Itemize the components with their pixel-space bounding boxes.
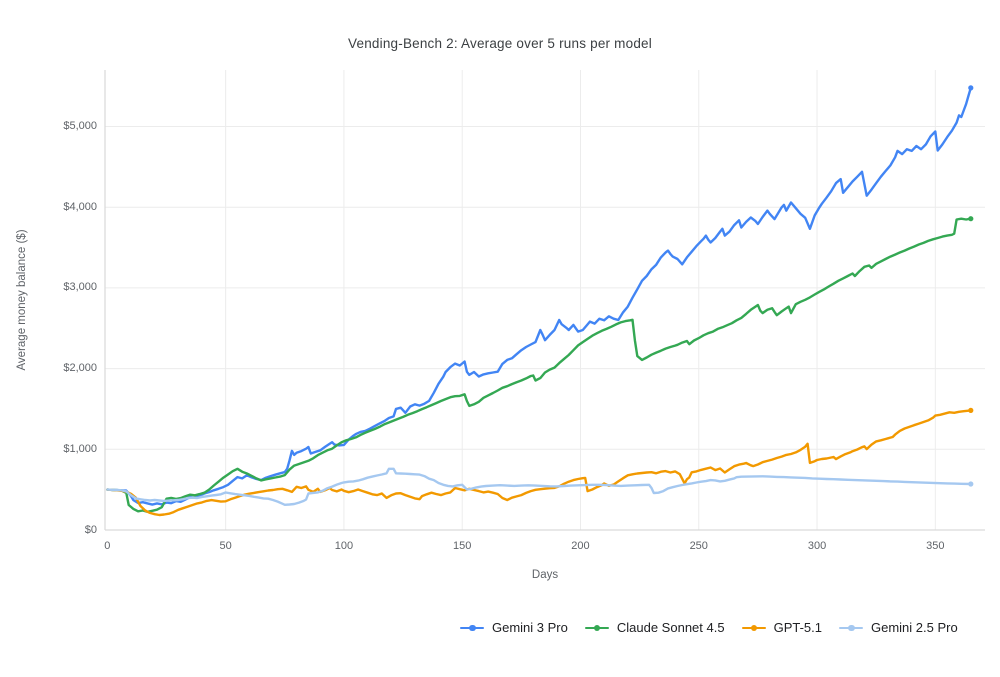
legend-item-gemini-2-5-pro[interactable]: Gemini 2.5 Pro bbox=[839, 620, 958, 635]
y-tick-label: $1,000 bbox=[63, 442, 97, 455]
series-line-gemini-3-pro bbox=[106, 86, 972, 506]
plot-area bbox=[104, 70, 985, 531]
legend-item-gemini-3-pro[interactable]: Gemini 3 Pro bbox=[460, 620, 568, 635]
x-tick-label: 300 bbox=[807, 540, 827, 552]
y-tick-label: $4,000 bbox=[63, 200, 97, 213]
line-marker-icon bbox=[741, 623, 766, 633]
x-tick-label: 200 bbox=[571, 540, 590, 552]
series-end-marker-gemini-3-pro bbox=[968, 85, 974, 91]
x-tick-label: 350 bbox=[926, 540, 945, 552]
legend-item-claude-sonnet-4-5[interactable]: Claude Sonnet 4.5 bbox=[584, 620, 725, 635]
series-end-marker-claude-sonnet-4-5 bbox=[968, 216, 974, 222]
legend-label: Gemini 2.5 Pro bbox=[871, 620, 958, 635]
series-end-marker-gpt-5-1 bbox=[968, 407, 974, 413]
x-tick-label: 50 bbox=[219, 540, 232, 552]
y-tick-label: $3,000 bbox=[63, 281, 97, 294]
line-marker-icon bbox=[839, 623, 863, 633]
x-axis-title: Days bbox=[531, 569, 559, 581]
series-line-gemini-2-5-pro bbox=[106, 467, 972, 506]
series-line-claude-sonnet-4-5 bbox=[106, 217, 972, 513]
series-line-gpt-5-1 bbox=[106, 409, 972, 517]
x-tick-label: 250 bbox=[689, 540, 708, 552]
x-tick-label: 0 bbox=[104, 540, 111, 552]
x-tick-label: 150 bbox=[453, 540, 472, 552]
y-tick-label: $2,000 bbox=[63, 362, 97, 375]
legend-item-gpt-5-1[interactable]: GPT-5.1 bbox=[741, 620, 822, 635]
chart-legend: Gemini 3 Pro Claude Sonnet 4.5 GPT-5.1 G… bbox=[460, 620, 958, 635]
series-end-marker-gemini-2-5-pro bbox=[968, 481, 974, 487]
y-tick-label: $0 bbox=[84, 523, 97, 536]
line-marker-icon bbox=[460, 623, 484, 633]
x-tick-label: 100 bbox=[334, 540, 354, 552]
legend-label: GPT-5.1 bbox=[773, 620, 822, 635]
y-tick-label: $5,000 bbox=[63, 119, 97, 132]
legend-label: Claude Sonnet 4.5 bbox=[616, 620, 725, 635]
line-marker-icon bbox=[584, 623, 609, 633]
legend-label: Gemini 3 Pro bbox=[492, 620, 568, 635]
chart-title: Vending-Bench 2: Average over 5 runs per… bbox=[348, 36, 652, 51]
